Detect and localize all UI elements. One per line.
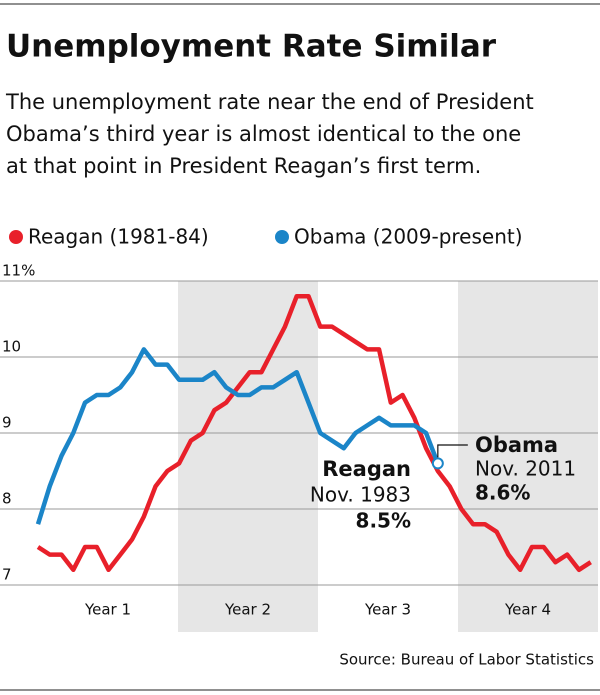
y-tick-label: 8 <box>2 490 12 508</box>
source: Source: Bureau of Labor Statistics <box>339 651 594 669</box>
subtitle: at that point in President Reagan’s firs… <box>6 154 481 178</box>
y-tick-label: 7 <box>2 566 12 584</box>
annotation-date: Nov. 2011 <box>475 457 576 481</box>
legend-marker <box>9 230 23 244</box>
legend-marker <box>275 230 289 244</box>
series-line <box>36 293 592 573</box>
series-line <box>35 347 440 525</box>
legend-label: Reagan (1981-84) <box>28 225 209 249</box>
y-tick-label: 11% <box>2 262 35 280</box>
leader-line <box>437 444 468 458</box>
legend-label: Obama (2009-present) <box>294 225 523 249</box>
annotation-value: 8.6% <box>475 481 530 505</box>
x-band-label: Year 1 <box>84 601 131 619</box>
year-band <box>178 281 318 632</box>
highlight-point <box>431 457 444 470</box>
y-tick-label: 9 <box>2 414 12 432</box>
annotation-name: Reagan <box>322 457 411 481</box>
x-band-label: Year 4 <box>504 601 551 619</box>
annotation-date: Nov. 1983 <box>310 483 411 507</box>
subtitle: The unemployment rate near the end of Pr… <box>5 90 534 114</box>
x-band-label: Year 2 <box>224 601 271 619</box>
chart-title: Unemployment Rate Similar <box>6 29 497 65</box>
subtitle: Obama’s third year is almost identical t… <box>6 122 521 146</box>
x-band-label: Year 3 <box>364 601 411 619</box>
annotation-name: Obama <box>475 433 558 457</box>
annotation-value: 8.5% <box>356 509 411 533</box>
year-band <box>458 281 598 632</box>
y-tick-label: 10 <box>2 338 21 356</box>
